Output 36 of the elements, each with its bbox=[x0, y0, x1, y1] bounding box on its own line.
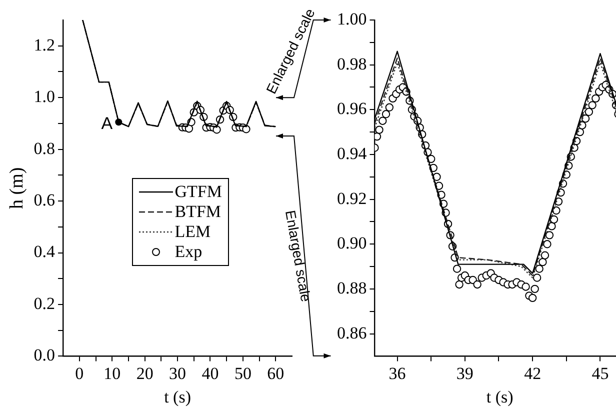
legend-label: Exp bbox=[174, 242, 202, 262]
y-tick-label: 0.2 bbox=[34, 294, 56, 313]
y-tick-label: 0.92 bbox=[337, 188, 367, 208]
x-tick-label: 39 bbox=[456, 364, 474, 383]
y-tick-label: 0.88 bbox=[337, 278, 367, 298]
annotation: Enlarged scale bbox=[282, 209, 314, 304]
x-tick-label: 30 bbox=[169, 364, 186, 383]
x-tick-label: 60 bbox=[267, 364, 284, 383]
x-tick-label: 20 bbox=[136, 364, 154, 383]
y-axis-title: h (m) bbox=[6, 167, 28, 209]
y-tick-label: 0.90 bbox=[337, 234, 367, 253]
annotation: A bbox=[101, 114, 114, 133]
y-tick-label: 0.8 bbox=[34, 138, 56, 158]
x-tick-label: 45 bbox=[592, 364, 609, 383]
x-axis-title: t (s) bbox=[486, 387, 514, 406]
x-tick-label: 50 bbox=[234, 364, 252, 383]
x-axis-title: t (s) bbox=[164, 387, 191, 406]
y-tick-label: 0.0 bbox=[34, 346, 56, 365]
legend-label: BTFM bbox=[174, 202, 222, 222]
y-tick-label: 0.6 bbox=[34, 190, 56, 210]
y-tick-label: 1.00 bbox=[337, 9, 367, 28]
y-tick-label: 1.0 bbox=[34, 87, 56, 106]
x-tick-label: 42 bbox=[524, 364, 542, 383]
legend-label: LEM bbox=[174, 222, 211, 242]
legend-label: GTFM bbox=[174, 182, 222, 202]
y-tick-label: 0.4 bbox=[34, 242, 56, 262]
y-tick-label: 0.86 bbox=[337, 323, 367, 342]
y-tick-label: 0.98 bbox=[337, 54, 367, 74]
y-tick-label: 0.94 bbox=[337, 144, 368, 163]
y-tick-label: 1.2 bbox=[34, 35, 56, 54]
y-tick-label: 0.96 bbox=[337, 99, 367, 118]
point bbox=[115, 118, 122, 126]
x-tick-label: 10 bbox=[104, 364, 121, 383]
x-tick-label: 36 bbox=[388, 364, 406, 383]
x-tick-label: 40 bbox=[202, 364, 219, 383]
x-tick-label: 0 bbox=[75, 364, 84, 383]
